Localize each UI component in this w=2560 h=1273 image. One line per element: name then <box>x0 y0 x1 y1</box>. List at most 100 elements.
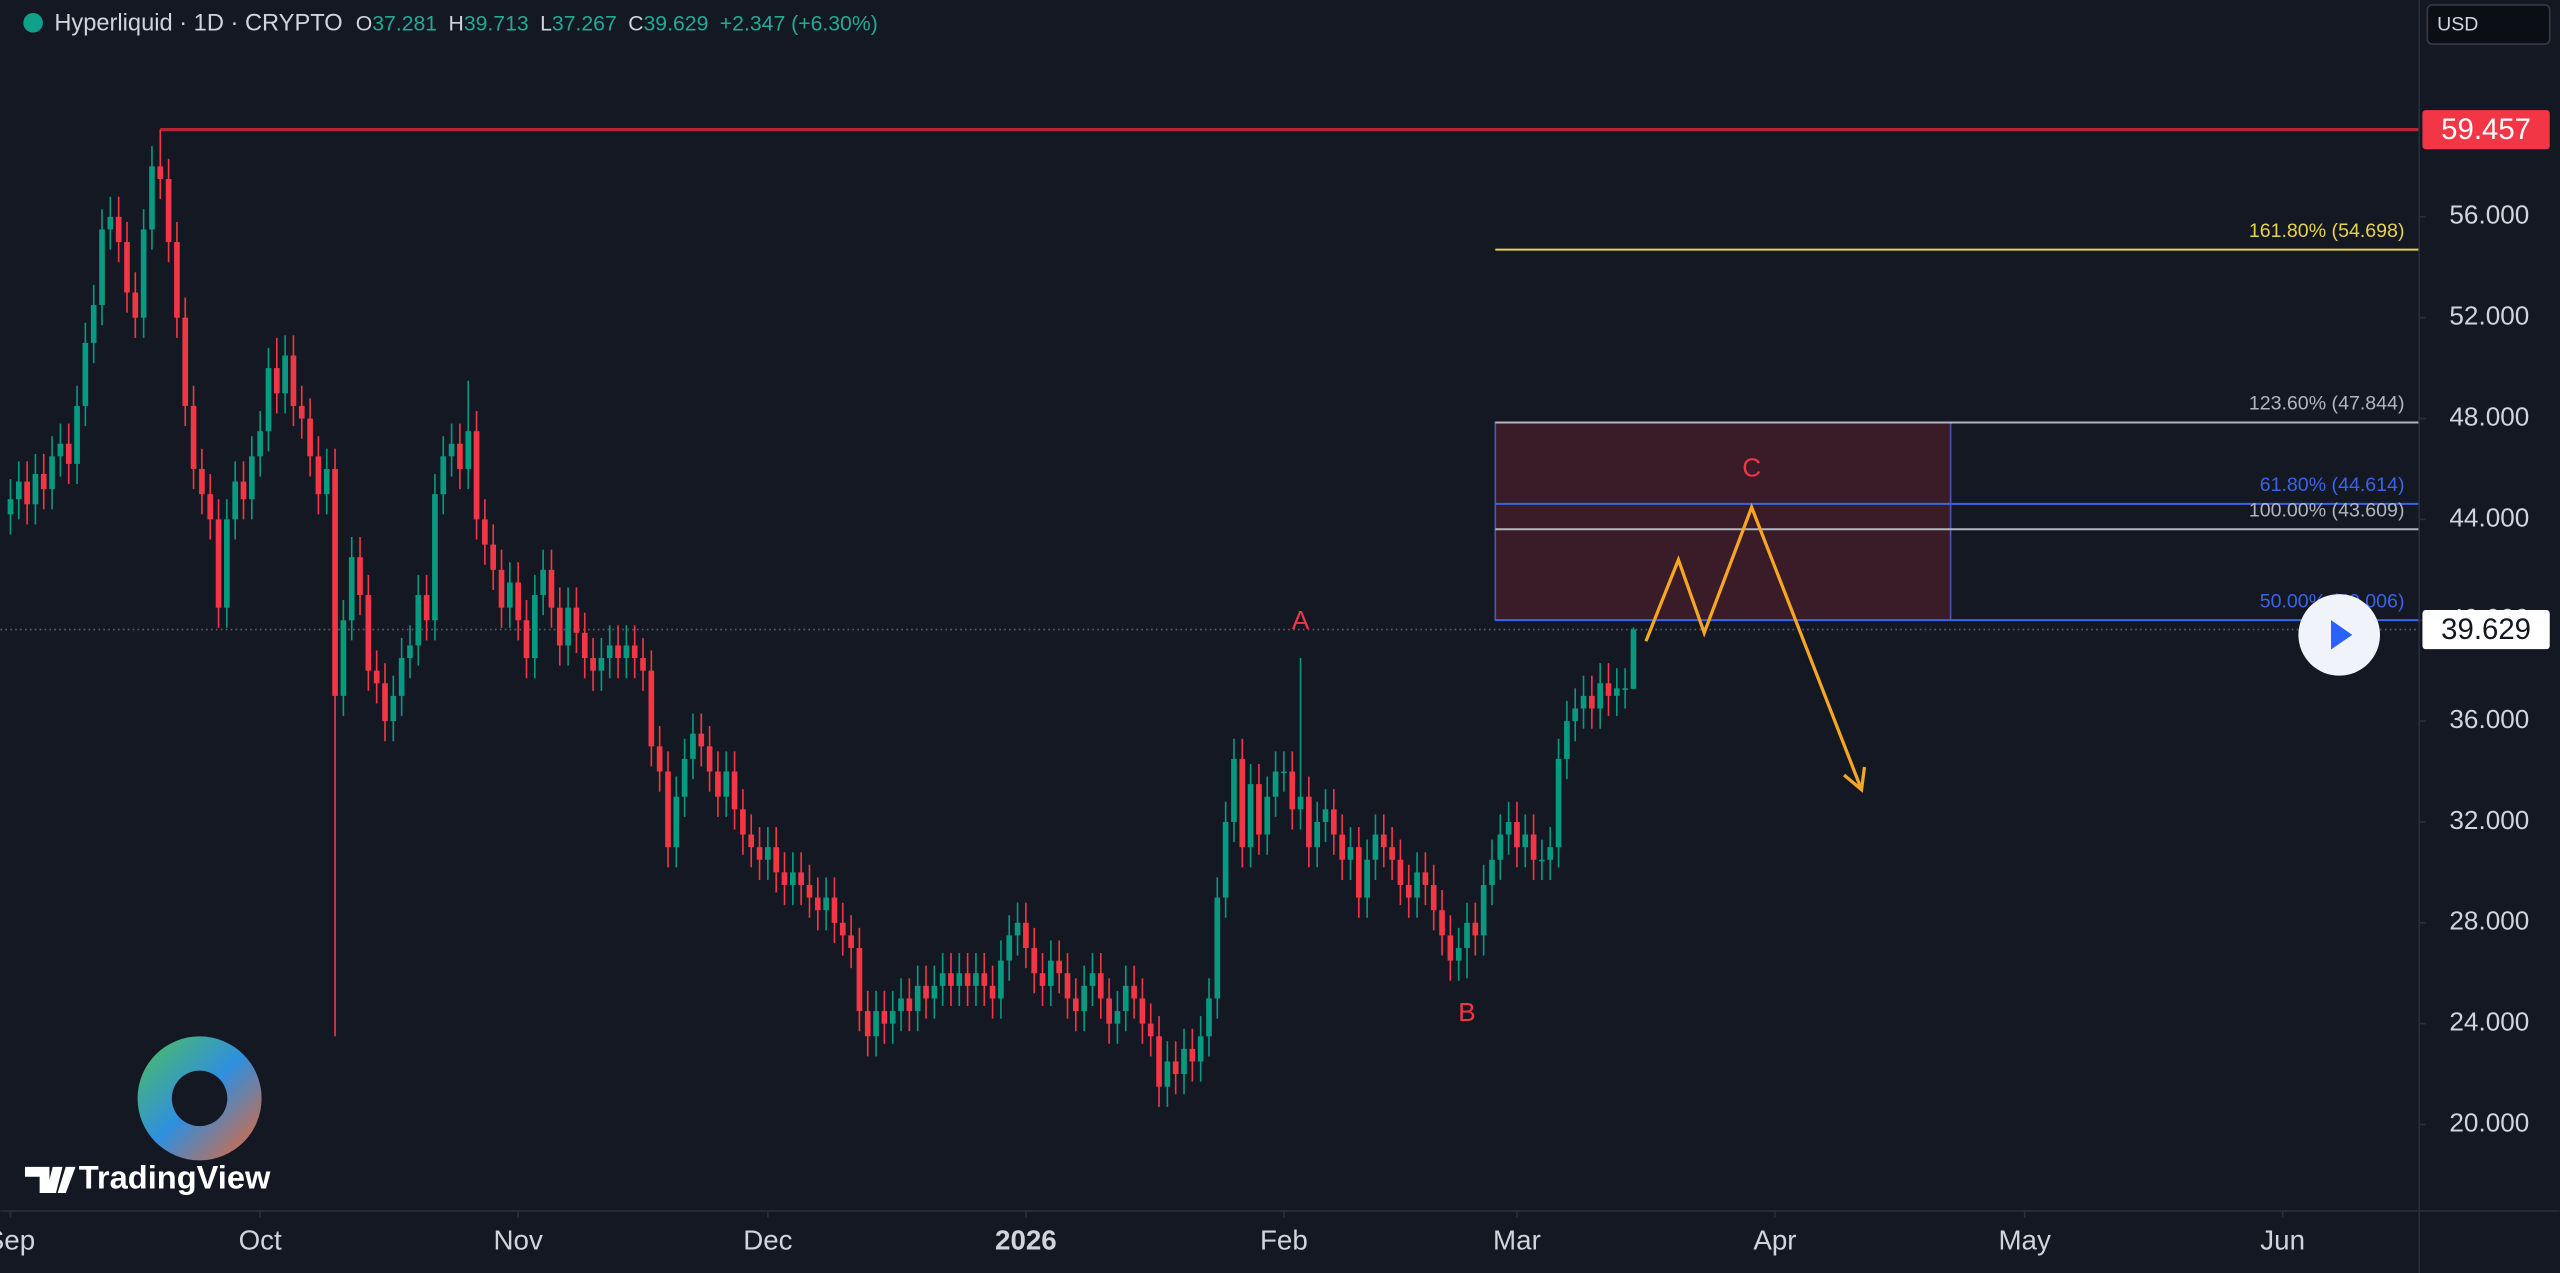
candle-body <box>1139 998 1146 1024</box>
candle-body <box>82 342 89 406</box>
candle-body <box>1306 796 1312 848</box>
candle-body <box>165 179 172 243</box>
candle-body <box>182 317 189 406</box>
candle-body <box>507 582 513 608</box>
x-tick-label: 2026 <box>995 1224 1057 1255</box>
candle-body <box>698 733 705 747</box>
candle-body <box>1181 1048 1187 1075</box>
candle-body <box>99 229 105 306</box>
candle-body <box>1147 1023 1154 1037</box>
y-tick-label: 44.000 <box>2449 502 2529 532</box>
candle-body <box>1156 1036 1162 1087</box>
candle-body <box>74 405 80 464</box>
candle-body <box>1422 872 1429 885</box>
candle-body <box>573 607 580 633</box>
y-tick-label: 28.000 <box>2449 906 2529 936</box>
candle-body <box>348 557 355 621</box>
candle-body <box>1247 784 1254 848</box>
candle-body <box>1522 834 1529 848</box>
candle-body <box>931 985 938 999</box>
candle-body <box>490 544 497 570</box>
candle-body <box>856 948 863 1012</box>
candle-body <box>32 474 39 505</box>
candle-body <box>1455 948 1462 961</box>
candle-body <box>1089 973 1096 986</box>
candle-body <box>773 847 780 873</box>
candle-body <box>1464 922 1470 949</box>
candle-body <box>1097 973 1104 999</box>
currency-box[interactable] <box>2426 4 2551 45</box>
candle-body <box>49 456 55 490</box>
candle-body <box>65 443 72 464</box>
candle-body <box>1231 758 1237 822</box>
resistance-price-label: 59.457 <box>2441 113 2531 146</box>
candle-body <box>249 456 255 500</box>
ohlc-value: 39.629 <box>644 12 709 35</box>
candle-body <box>798 872 804 885</box>
candle-body <box>1389 847 1395 860</box>
candle-body <box>973 973 979 986</box>
candle-body <box>781 872 788 885</box>
y-tick-label: 56.000 <box>2449 200 2529 230</box>
currency-button[interactable]: USD <box>2426 4 2551 45</box>
candle-body <box>531 595 538 659</box>
candle-body <box>415 595 422 646</box>
candle-body <box>1072 998 1079 1012</box>
x-tick-label: Jun <box>2260 1224 2305 1255</box>
ohlc-key: H <box>449 12 464 35</box>
candle-body <box>1314 821 1321 848</box>
candle-body <box>998 960 1004 999</box>
candle-body <box>823 897 829 911</box>
price-change: +2.347 (+6.30%) <box>720 12 878 35</box>
candle-body <box>989 985 996 999</box>
candle-body <box>232 481 239 520</box>
candle-body <box>1064 973 1071 999</box>
play-button[interactable] <box>2298 594 2381 676</box>
x-tick-label: Feb <box>1260 1224 1308 1255</box>
candle-body <box>964 973 971 986</box>
candle-body <box>115 216 122 243</box>
candle-body <box>240 481 247 500</box>
projection-arrowhead <box>1842 766 1867 793</box>
candle-body <box>1172 1061 1179 1075</box>
candle-body <box>1189 1048 1196 1062</box>
candle-body <box>365 595 372 671</box>
candle-body <box>981 973 988 986</box>
candle-body <box>765 847 771 860</box>
candle-body <box>889 1011 896 1024</box>
candle-body <box>257 431 263 457</box>
currency-label[interactable]: USD <box>2437 13 2478 35</box>
candle-body <box>340 620 347 696</box>
candle-body <box>149 166 155 230</box>
ohlc-key: O <box>356 12 373 35</box>
candle-body <box>1380 834 1387 848</box>
candle-body <box>15 481 22 500</box>
candle-body <box>1539 859 1545 862</box>
candle-body <box>1272 771 1279 797</box>
plot-area: 161.80% (54.698) 123.60% (47.844) 61.80% (… <box>0 128 2420 1107</box>
candle-body <box>1480 884 1487 936</box>
candle-body <box>1006 935 1013 961</box>
candle-body <box>948 973 954 986</box>
candle-body <box>1289 771 1296 810</box>
candle-body <box>1031 948 1038 974</box>
candle-body <box>615 645 621 659</box>
candle-body <box>282 355 288 394</box>
candle-body <box>673 796 680 848</box>
candle-body <box>7 499 14 515</box>
candle-body <box>731 771 738 810</box>
candle-body <box>1414 872 1420 898</box>
candle-body <box>224 519 230 608</box>
candle-body <box>482 519 488 545</box>
play-icon[interactable] <box>2331 620 2353 650</box>
last-price-box <box>2422 610 2550 650</box>
candle-body <box>848 935 854 949</box>
candle-body <box>1322 809 1329 822</box>
candle-body <box>1514 821 1520 848</box>
candle-body <box>956 973 963 986</box>
legend-header: Hyperliquid · 1D · CRYPTO O37.281 H39.713 L… <box>23 11 878 37</box>
candle-body <box>190 405 197 469</box>
x-tick-label: Oct <box>239 1224 282 1255</box>
